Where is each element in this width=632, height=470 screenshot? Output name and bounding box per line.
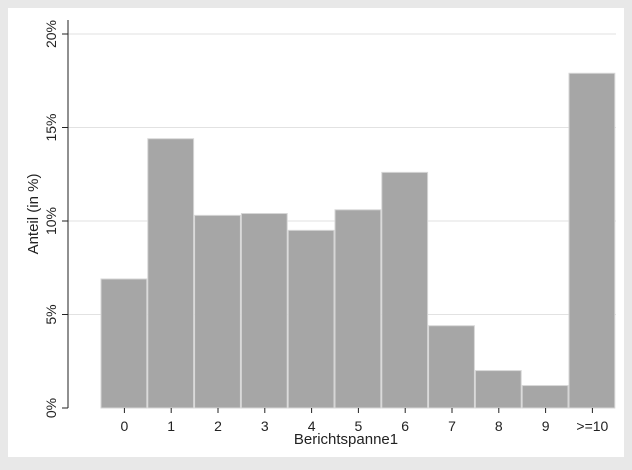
y-tick-label: 0% bbox=[43, 398, 59, 418]
x-tick-label: 9 bbox=[542, 418, 550, 434]
bar-6 bbox=[381, 171, 429, 409]
y-tick-label: 20% bbox=[43, 20, 59, 48]
bar-3 bbox=[240, 213, 288, 409]
bar-9 bbox=[521, 385, 569, 409]
x-tick-label: 6 bbox=[401, 418, 409, 434]
bar-7 bbox=[428, 325, 475, 409]
y-tick-label: 10% bbox=[43, 207, 59, 235]
x-tick-label: 8 bbox=[495, 418, 503, 434]
y-tick-label: 5% bbox=[43, 304, 59, 324]
bar-8 bbox=[474, 370, 522, 409]
bar-5 bbox=[334, 209, 382, 409]
x-axis-ticks: 0 1 2 3 4 5 6 7 8 9 >=10 bbox=[121, 408, 609, 434]
x-tick-label: 3 bbox=[261, 418, 269, 434]
x-tick-label: >=10 bbox=[576, 418, 608, 434]
x-tick-label: 5 bbox=[355, 418, 363, 434]
x-tick-label: 1 bbox=[167, 418, 175, 434]
bar-2 bbox=[194, 214, 241, 409]
x-tick-label: 2 bbox=[214, 418, 222, 434]
y-tick-label: 15% bbox=[43, 113, 59, 141]
bar-0 bbox=[100, 278, 148, 409]
bar-4 bbox=[287, 229, 335, 409]
y-axis-ticks: 0% 5% 10% 15% 20% bbox=[43, 20, 68, 418]
bar-1 bbox=[147, 138, 195, 409]
x-tick-label: 0 bbox=[121, 418, 129, 434]
x-tick-label: 7 bbox=[448, 418, 456, 434]
x-tick-label: 4 bbox=[308, 418, 316, 434]
bar->=10 bbox=[568, 72, 616, 409]
y-axis-title: Anteil (in %) bbox=[25, 174, 42, 255]
bars bbox=[100, 72, 616, 409]
x-axis-title: Berichtspanne1 bbox=[294, 431, 398, 448]
